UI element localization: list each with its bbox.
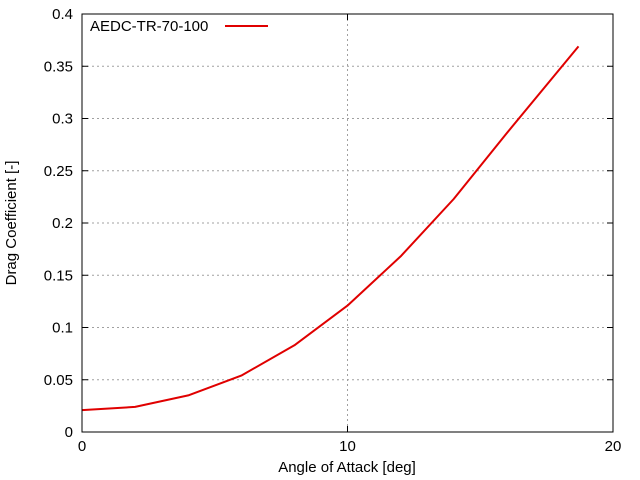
- y-tick-label: 0.3: [52, 111, 73, 128]
- legend-label: AEDC-TR-70-100: [90, 18, 208, 35]
- y-tick-label: 0.1: [52, 320, 73, 337]
- tick-labels: 0 0.05 0.1 0.15 0.2 0.25 0.3 0.35 0.4 0 10 20: [44, 6, 622, 455]
- y-tick-label: 0.15: [44, 267, 73, 284]
- x-tick-label: 20: [605, 438, 622, 455]
- y-tick-label: 0: [65, 424, 73, 441]
- tick-marks: [81, 13, 614, 433]
- y-tick-label: 0.05: [44, 372, 73, 389]
- y-axis-label: Drag Coefficient [-]: [3, 161, 20, 286]
- y-tick-label: 0.2: [52, 215, 73, 232]
- y-tick-label: 0.4: [52, 6, 73, 23]
- series-layer: [81, 45, 580, 412]
- grid: [81, 14, 614, 432]
- legend: AEDC-TR-70-100: [90, 18, 268, 35]
- y-tick-label: 0.35: [44, 58, 73, 75]
- series-line: [81, 45, 580, 412]
- x-tick-label: 0: [78, 438, 86, 455]
- x-axis-label: Angle of Attack [deg]: [278, 459, 416, 476]
- x-tick-label: 10: [339, 438, 356, 455]
- y-tick-label: 0.25: [44, 163, 73, 180]
